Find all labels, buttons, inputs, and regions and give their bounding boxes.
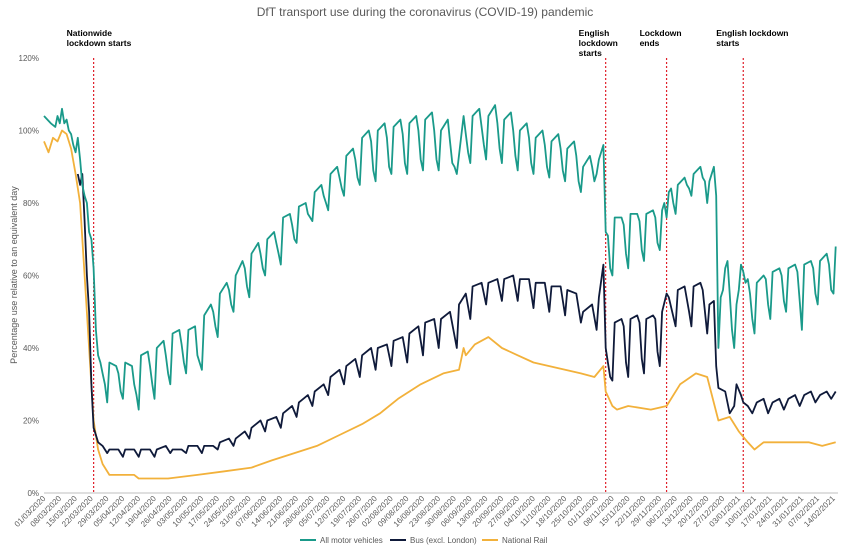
legend-label: National Rail [502,536,548,545]
series-lines [43,104,837,480]
y-tick-label: 120% [19,54,39,63]
legend-label: Bus (excl. London) [410,536,477,545]
annotation-label: lockdown starts [67,38,132,48]
y-tick-label: 60% [23,272,39,281]
y-tick-label: 20% [23,417,39,426]
chart-title: DfT transport use during the coronavirus… [257,5,594,19]
y-tick-label: 80% [23,199,39,208]
annotation-label: Lockdown [640,28,682,38]
annotation-label: English [579,28,610,38]
series-line-1 [76,173,837,458]
y-tick-label: 40% [23,344,39,353]
y-tick-label: 100% [19,127,39,136]
annotation-label: ends [640,38,660,48]
annotation-label: English lockdown [716,28,788,38]
legend: All motor vehicles Bus (excl. London) Nati… [300,536,548,545]
legend-label: All motor vehicles [320,536,383,545]
series-line-0 [43,104,837,411]
series-line-2 [43,129,836,480]
x-tick-labels: 01/03/202008/03/202015/03/202022/03/2020… [13,494,838,529]
y-axis: 0% 20% 40% 60% 80% 100% 120% [19,54,39,498]
annotation-label: starts [716,38,739,48]
y-axis-label: Percentage use relative to an equivalent… [9,186,19,364]
annotation-label: lockdown [579,38,618,48]
annotation-label: Nationwide [67,28,113,38]
y-tick-label: 0% [27,489,39,498]
annotation-label: starts [579,48,602,58]
